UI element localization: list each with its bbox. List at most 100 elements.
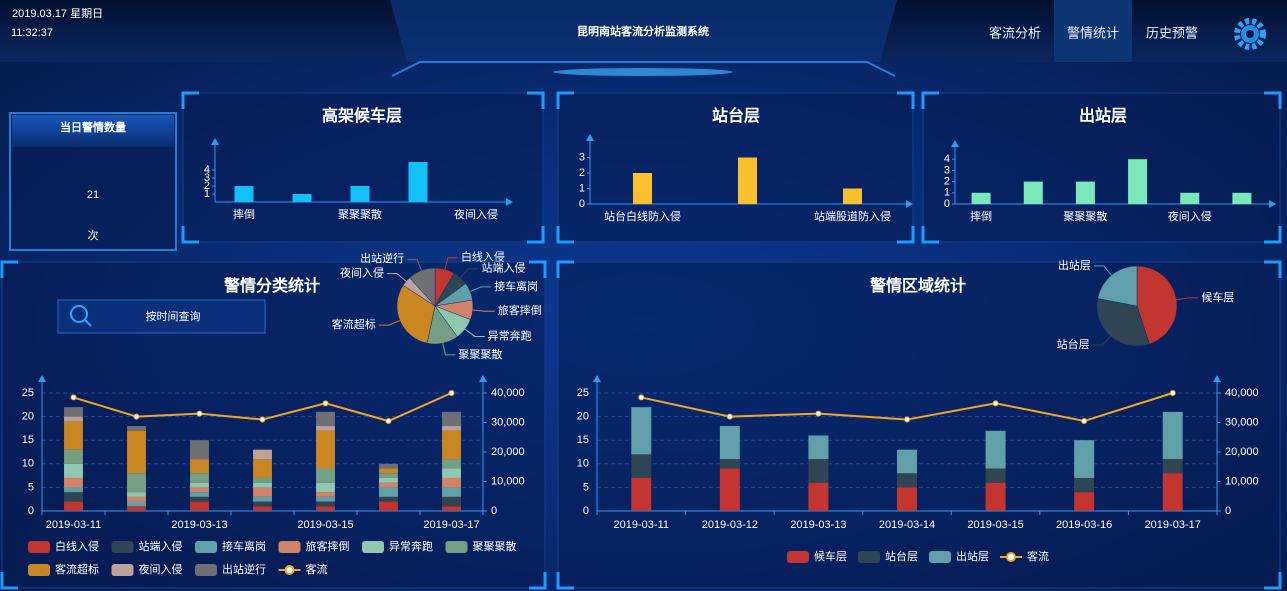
pie-label: 出站逆行 (360, 251, 404, 265)
pie-leader (378, 320, 401, 326)
x-tick-label: 站台白线防入侵 (604, 209, 681, 223)
legend-label: 出站层 (956, 549, 989, 563)
bar-segment (1074, 492, 1095, 511)
y2-tick-label: 20,000 (1225, 446, 1259, 458)
panel-corner (1264, 572, 1282, 590)
bar-segment (127, 506, 146, 511)
bar-segment (442, 459, 461, 469)
pie-slice (1097, 265, 1138, 307)
axis-arrow (951, 140, 959, 147)
bar-segment (127, 473, 146, 493)
y-tick-label: 1 (944, 187, 950, 199)
header-deco (391, 61, 896, 77)
pie-leader (1093, 265, 1112, 276)
legend-label: 站台层 (885, 549, 918, 563)
x-tick-label: 2019-03-15 (967, 519, 1023, 531)
x-tick-label: 夜间入侵 (454, 207, 498, 221)
bar-segment (442, 468, 461, 478)
axis-arrow (38, 375, 46, 382)
settings-icon[interactable] (1234, 18, 1266, 50)
y2-tick-label: 30,000 (1225, 416, 1259, 428)
bar-segment (253, 477, 272, 483)
bar-segment (897, 473, 917, 488)
bar-segment (127, 501, 146, 507)
plots: 1234摔倒 聚聚聚散 夜间入侵0123站台白线防入侵 站端股道防入侵01234摔倒聚… (22, 134, 1276, 576)
panel-title: 高架候车层 (322, 106, 402, 125)
y-tick-label: 2 (204, 180, 210, 192)
pie-leader (1176, 297, 1199, 301)
bar-segment (190, 459, 209, 474)
y-tick-label: 0 (28, 505, 34, 517)
bar (971, 192, 991, 204)
y-tick-label: 0 (583, 505, 589, 517)
pie-label: 异常奔跑 (488, 328, 532, 342)
x-tick-label: 2019-03-17 (423, 519, 479, 531)
bar-segment (1162, 459, 1183, 474)
time: 11:32:37 (11, 27, 53, 39)
y-tick-label: 0 (579, 198, 585, 210)
bar (1128, 159, 1148, 204)
y2-tick-label: 30,000 (491, 416, 525, 428)
bar-segment (190, 501, 209, 511)
nav-item[interactable]: 历史预警 (1146, 25, 1198, 40)
bar-segment (64, 477, 83, 488)
y2-tick-label: 10,000 (491, 475, 525, 487)
pie-leader (444, 257, 458, 270)
bar (633, 173, 652, 204)
bar-segment (897, 449, 917, 474)
bar-segment (253, 496, 272, 502)
bar (1023, 181, 1043, 204)
nav-item-active[interactable]: 警情统计 (1067, 25, 1119, 40)
legend-swatch (858, 551, 880, 563)
bar-segment (190, 496, 209, 502)
date: 2019.03.17 星期日 (12, 7, 103, 20)
legend-label: 接车离岗 (222, 539, 266, 553)
x-tick-label: 摔倒 (970, 209, 992, 223)
line-point (1081, 418, 1088, 425)
bar-segment (442, 477, 461, 488)
legend-swatch (195, 541, 217, 553)
y-tick-label: 15 (577, 434, 589, 446)
line-point (133, 413, 140, 420)
line-point (196, 410, 203, 417)
legend-label: 夜间入侵 (139, 562, 183, 576)
bar-segment (379, 463, 398, 469)
bar-segment (808, 435, 829, 460)
pie-leader (407, 258, 422, 271)
bar-segment (64, 492, 83, 502)
pie-label: 站台层 (1057, 337, 1090, 351)
bar-segment (379, 487, 398, 497)
y-tick-label: 2 (579, 167, 585, 179)
panel-corner (556, 260, 574, 278)
nav-active-bg (1054, 0, 1132, 62)
counter-label: 当日警情数量 (60, 120, 126, 134)
search-button[interactable]: 按时间查询 (57, 299, 266, 334)
y2-tick-label: 0 (491, 505, 497, 517)
pie-label: 旅客摔倒 (498, 303, 542, 317)
axis-arrow (506, 198, 513, 206)
bar-segment (64, 501, 83, 511)
bar (292, 194, 312, 202)
legend-dot (284, 565, 295, 575)
pie-slice (1096, 298, 1150, 347)
bar (1232, 192, 1252, 204)
panel-title: 站台层 (712, 106, 760, 125)
search-icon-handle (84, 319, 92, 327)
legend-label: 候车层 (814, 549, 847, 563)
line-point (992, 400, 999, 407)
bar-segment (631, 477, 652, 511)
bar-segment (631, 407, 652, 455)
legend-label: 出站逆行 (222, 562, 266, 576)
panel-corner (0, 260, 18, 278)
bar-segment (316, 501, 335, 507)
panel-corner (897, 226, 915, 244)
y-tick-label: 3 (204, 172, 210, 184)
bar-segment (253, 501, 272, 507)
bar-segment (719, 468, 740, 511)
line-point (726, 413, 733, 420)
legend-swatch (278, 541, 301, 553)
y-tick-label: 10 (22, 458, 34, 470)
legend-swatch (445, 541, 468, 553)
nav-item[interactable]: 客流分析 (989, 25, 1041, 40)
bar-segment (1162, 411, 1183, 460)
